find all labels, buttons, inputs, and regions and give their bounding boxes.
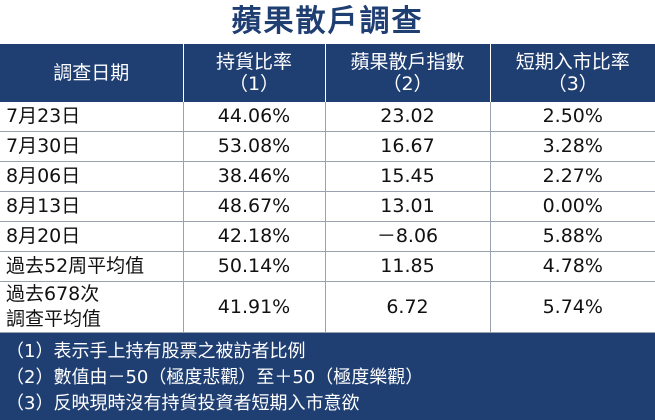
footnotes: （1）表示手上持有股票之被訪者比例 （2）數值由－50（極度悲觀）至＋50（極度樂… [0, 333, 655, 420]
value-cell: 16.67 [324, 131, 490, 162]
table-row: 8月13日 48.67% 13.01 0.00% [0, 191, 655, 222]
value-cell: 53.08% [182, 131, 325, 162]
value-cell: 44.06% [182, 102, 325, 132]
value-cell: 4.78% [489, 251, 655, 282]
date-cell: 過去52周平均值 [0, 251, 183, 282]
header-cell: 短期入市比率 （3） [489, 44, 655, 102]
date-cell: 7月23日 [0, 102, 183, 132]
value-cell: 42.18% [182, 221, 325, 252]
value-cell: 41.91% [182, 281, 325, 333]
table-row: 過去678次 調查平均值 41.91% 6.72 5.74% [0, 281, 655, 333]
date-cell: 8月13日 [0, 191, 183, 222]
title: 蘋果散戶調查 [231, 4, 424, 39]
value-cell: 5.88% [489, 221, 655, 252]
value-cell: 15.45 [324, 161, 490, 192]
table-row: 7月23日 44.06% 23.02 2.50% [0, 102, 655, 132]
table-row: 過去52周平均值 50.14% 11.85 4.78% [0, 251, 655, 282]
header-row: 調查日期 持貨比率 （1） 蘋果散戶指數 （2） 短期入市比率 （3） [0, 44, 655, 102]
table-body: 7月23日 44.06% 23.02 2.50% 7月30日 53.08% 16.67 3.2… [0, 102, 655, 333]
date-cell: 過去678次 調查平均值 [0, 281, 183, 333]
date-cell: 8月20日 [0, 221, 183, 252]
value-cell: 5.74% [489, 281, 655, 333]
value-cell: 50.14% [182, 251, 325, 282]
footnote: （1）表示手上持有股票之被訪者比例 [6, 341, 306, 362]
value-cell: 13.01 [324, 191, 490, 222]
header-cell: 調查日期 [0, 44, 183, 102]
footnote: （3）反映現時沒有持貨投資者短期入市意欲 [6, 393, 360, 414]
value-cell: －8.06 [324, 221, 490, 252]
date-cell: 8月06日 [0, 161, 183, 192]
footnote: （2）數值由－50（極度悲觀）至＋50（極度樂觀） [6, 367, 424, 388]
date-cell: 7月30日 [0, 131, 183, 162]
value-cell: 6.72 [324, 281, 490, 333]
value-cell: 23.02 [324, 102, 490, 132]
value-cell: 3.28% [489, 131, 655, 162]
survey-table: 調查日期 持貨比率 （1） 蘋果散戶指數 （2） 短期入市比率 （3） 7月23日 44… [0, 44, 655, 333]
table-row: 8月20日 42.18% －8.06 5.88% [0, 221, 655, 252]
value-cell: 2.27% [489, 161, 655, 192]
value-cell: 48.67% [182, 191, 325, 222]
table-row: 8月06日 38.46% 15.45 2.27% [0, 161, 655, 192]
header-cell: 持貨比率 （1） [182, 44, 325, 102]
header-cell: 蘋果散戶指數 （2） [324, 44, 490, 102]
value-cell: 0.00% [489, 191, 655, 222]
table-row: 7月30日 53.08% 16.67 3.28% [0, 131, 655, 162]
value-cell: 11.85 [324, 251, 490, 282]
value-cell: 38.46% [182, 161, 325, 192]
value-cell: 2.50% [489, 102, 655, 132]
